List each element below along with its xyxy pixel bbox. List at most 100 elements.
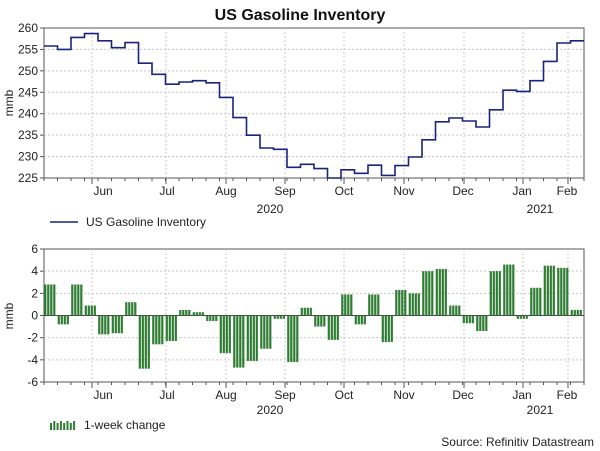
change-bar (171, 315, 174, 341)
change-bar (260, 315, 263, 349)
change-bar (198, 312, 201, 316)
change-bar (74, 284, 77, 316)
y-axis-title: mmb (2, 89, 16, 116)
change-bar (512, 264, 515, 316)
y-tick-label: 235 (18, 128, 38, 142)
change-bar (161, 315, 164, 345)
change-bar (71, 284, 74, 316)
change-bar (300, 307, 303, 316)
change-bar (566, 267, 569, 316)
change-bar (128, 302, 131, 316)
change-bar (107, 315, 110, 335)
change-bar (579, 309, 582, 316)
change-bar (519, 315, 522, 319)
change-bar (125, 302, 128, 316)
change-bar (560, 267, 563, 316)
change-bar (422, 271, 425, 316)
source-note: Source: Refinitiv Datastream (441, 435, 594, 449)
x-tick-label: Jul (159, 184, 174, 198)
year-label: 2020 (257, 202, 284, 216)
change-bar (185, 309, 188, 316)
legend-bar-swatch (73, 421, 76, 430)
change-bar (495, 271, 498, 316)
change-bar (330, 315, 333, 340)
change-bar (225, 315, 228, 354)
change-bar (242, 315, 245, 368)
x-tick-label: Sep (274, 184, 296, 198)
y-tick-label: -4 (27, 353, 38, 367)
change-bar (576, 309, 579, 316)
change-bar (293, 315, 296, 363)
change-bar (195, 312, 198, 316)
change-bar (489, 271, 492, 316)
change-bar (530, 287, 533, 316)
change-bar (168, 315, 171, 341)
change-bar (104, 315, 107, 335)
change-bar (192, 312, 195, 316)
change-bar (444, 268, 447, 316)
change-bar (549, 265, 552, 316)
change-bar (398, 290, 401, 316)
change-bar (336, 315, 339, 340)
change-bar (314, 315, 317, 327)
change-bar (401, 290, 404, 316)
change-bar (552, 265, 555, 316)
change-bar (309, 307, 312, 316)
change-bar (117, 315, 120, 334)
change-bar (47, 284, 50, 316)
y-tick-label: 255 (18, 42, 38, 56)
change-bar (255, 315, 258, 361)
change-bar (347, 294, 350, 316)
x-tick-label: Dec (452, 388, 473, 402)
x-tick-label: Nov (393, 184, 414, 198)
year-label: 2021 (527, 403, 554, 417)
change-bar (354, 315, 357, 325)
change-bar (573, 309, 576, 316)
change-bar (246, 315, 249, 361)
change-bar (428, 271, 431, 316)
change-bar (290, 315, 293, 363)
change-bar (228, 315, 231, 354)
y-tick-label: -6 (27, 375, 38, 389)
change-bar (533, 287, 536, 316)
x-tick-label: Aug (215, 184, 236, 198)
change-bar (317, 315, 320, 327)
legend-bar-swatch (69, 423, 72, 430)
change-bar (570, 309, 573, 316)
change-bar (377, 294, 380, 316)
change-bar (384, 315, 387, 343)
year-label: 2020 (257, 403, 284, 417)
y-tick-label: 0 (31, 309, 38, 323)
change-bar (327, 315, 330, 340)
x-tick-label: Jan (512, 184, 531, 198)
change-bar (53, 284, 56, 316)
change-bar (60, 315, 63, 325)
y-tick-label: 245 (18, 85, 38, 99)
change-bar (509, 264, 512, 316)
change-bar (435, 268, 438, 316)
change-bar (209, 315, 212, 322)
y-tick-label: 4 (31, 264, 38, 278)
change-bar (233, 315, 236, 368)
change-bar (462, 315, 465, 324)
change-bar (357, 315, 360, 325)
change-bar (134, 302, 137, 316)
change-bar (522, 315, 525, 319)
change-bar (368, 294, 371, 316)
change-bar (90, 305, 93, 316)
change-bar (471, 315, 474, 324)
change-bar (269, 315, 272, 349)
legend-label: 1-week change (84, 418, 166, 432)
change-bar (174, 315, 177, 341)
change-bar (239, 315, 242, 368)
y-tick-label: 225 (18, 171, 38, 185)
change-bar (503, 264, 506, 316)
change-bar (431, 271, 434, 316)
change-bar (57, 315, 60, 325)
change-bar (350, 294, 353, 316)
change-bar (279, 315, 282, 319)
change-bar (506, 264, 509, 316)
x-tick-label: Feb (557, 184, 578, 198)
y-tick-label: 6 (31, 242, 38, 256)
